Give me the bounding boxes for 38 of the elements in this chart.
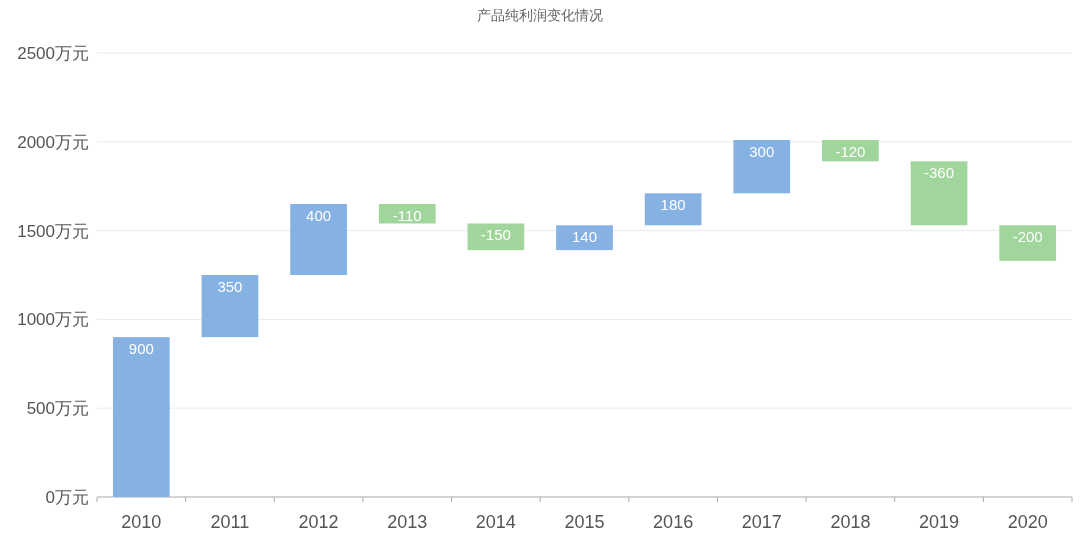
- bar: [467, 223, 525, 251]
- data-label: -110: [392, 206, 422, 224]
- x-tick-label: 2017: [741, 512, 782, 532]
- y-tick-label: 500万元: [26, 399, 89, 419]
- x-tick-label: 2010: [121, 512, 162, 532]
- bar: [999, 225, 1057, 261]
- bar: [112, 337, 170, 497]
- x-tick-label: 2016: [653, 512, 694, 532]
- x-tick-label: 2020: [1007, 512, 1048, 532]
- bar: [733, 140, 791, 194]
- data-label: -200: [1012, 228, 1043, 246]
- x-tick-label: 2013: [387, 512, 428, 532]
- bar: [644, 193, 702, 226]
- y-tick-label: 0万元: [45, 488, 89, 507]
- x-tick-label: 2012: [298, 512, 339, 532]
- y-tick-label: 2000万元: [17, 132, 89, 152]
- x-tick-label: 2014: [475, 512, 516, 532]
- y-tick-label: 2500万元: [17, 44, 89, 63]
- x-tick-label: 2018: [830, 512, 871, 532]
- x-tick-label: 2019: [919, 512, 960, 532]
- y-tick-label: 1000万元: [17, 310, 89, 330]
- bar: [910, 161, 968, 226]
- data-label: -360: [924, 164, 955, 182]
- data-label: -150: [480, 226, 511, 244]
- data-label: 900: [128, 340, 154, 358]
- y-tick-label: 1500万元: [17, 221, 89, 241]
- data-label: 180: [660, 196, 686, 214]
- bar: [556, 225, 613, 251]
- data-label: 300: [749, 143, 775, 161]
- x-tick-label: 2015: [564, 512, 605, 532]
- chart-title: 产品纯利润变化情况: [477, 7, 603, 23]
- bar: [290, 203, 347, 275]
- data-label: 400: [306, 206, 332, 224]
- data-label: 350: [217, 278, 243, 295]
- bar: [201, 275, 259, 338]
- data-label: -120: [835, 143, 866, 161]
- x-tick-label: 2011: [210, 512, 250, 532]
- data-label: 140: [571, 228, 598, 246]
